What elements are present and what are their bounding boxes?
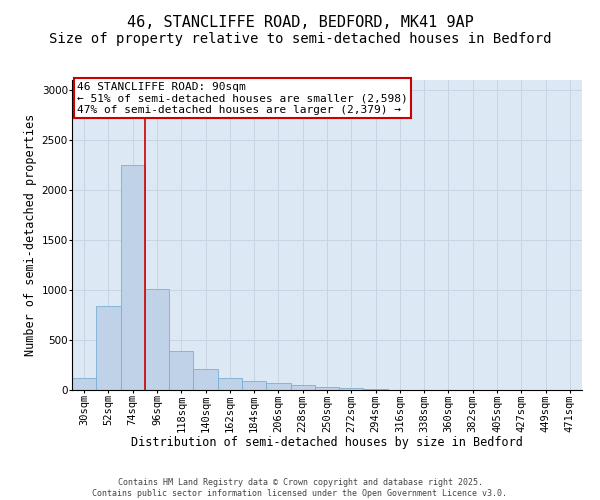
Bar [266,383,290,390]
Bar [218,378,242,390]
Bar [169,351,193,390]
Bar [315,386,339,390]
Text: 46 STANCLIFFE ROAD: 90sqm
← 51% of semi-detached houses are smaller (2,598)
47% : 46 STANCLIFFE ROAD: 90sqm ← 51% of semi-… [77,82,408,115]
Bar [290,384,315,390]
Bar [364,389,388,390]
Bar [121,165,145,390]
Text: 46, STANCLIFFE ROAD, BEDFORD, MK41 9AP: 46, STANCLIFFE ROAD, BEDFORD, MK41 9AP [127,15,473,30]
Bar [96,306,121,390]
X-axis label: Distribution of semi-detached houses by size in Bedford: Distribution of semi-detached houses by … [131,436,523,449]
Bar [242,381,266,390]
Text: Contains HM Land Registry data © Crown copyright and database right 2025.
Contai: Contains HM Land Registry data © Crown c… [92,478,508,498]
Bar [339,388,364,390]
Y-axis label: Number of semi-detached properties: Number of semi-detached properties [25,114,37,356]
Bar [193,368,218,390]
Text: Size of property relative to semi-detached houses in Bedford: Size of property relative to semi-detach… [49,32,551,46]
Bar [72,378,96,390]
Bar [145,289,169,390]
